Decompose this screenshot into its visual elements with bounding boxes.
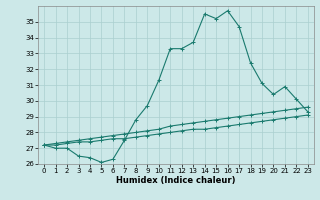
- X-axis label: Humidex (Indice chaleur): Humidex (Indice chaleur): [116, 176, 236, 185]
